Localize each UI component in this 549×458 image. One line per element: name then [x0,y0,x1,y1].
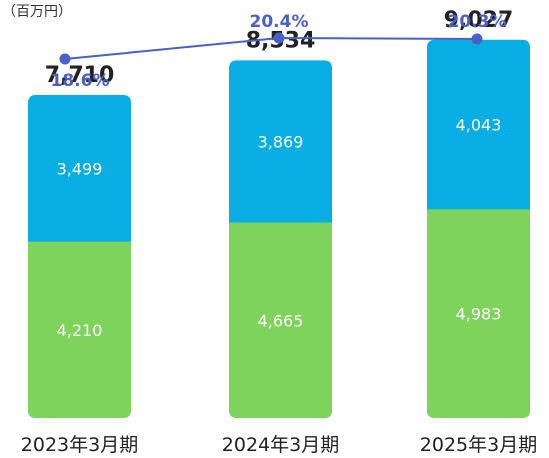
ratio-point [59,53,71,65]
ratio-point [273,32,285,44]
category-label: 2024年3月期 [222,434,339,456]
bar-bottom-value-label: 4,665 [258,311,304,330]
ratio-label: 20.3% [448,12,507,32]
bar-total-label: 9,027 [444,8,514,33]
bar-bottom-segment [229,222,332,418]
bar-bottom-value-label: 4,210 [57,321,103,340]
ratio-label: 18.6% [51,71,110,91]
bar-bottom-value-label: 4,983 [456,305,502,324]
bar-top-value-label: 3,869 [258,132,304,151]
bar-bottom-segment [28,241,131,418]
ratio-label: 20.4% [250,12,309,32]
category-label: 2025年3月期 [420,434,537,456]
bar-top-value-label: 3,499 [57,159,103,178]
unit-label: （百万円） [2,4,72,20]
category-label: 2023年3月期 [21,434,138,456]
bar-bottom-segment [427,209,530,418]
ratio-point [471,33,483,45]
bar-top-value-label: 4,043 [456,116,502,135]
bar-total-label: 7,710 [45,63,115,88]
